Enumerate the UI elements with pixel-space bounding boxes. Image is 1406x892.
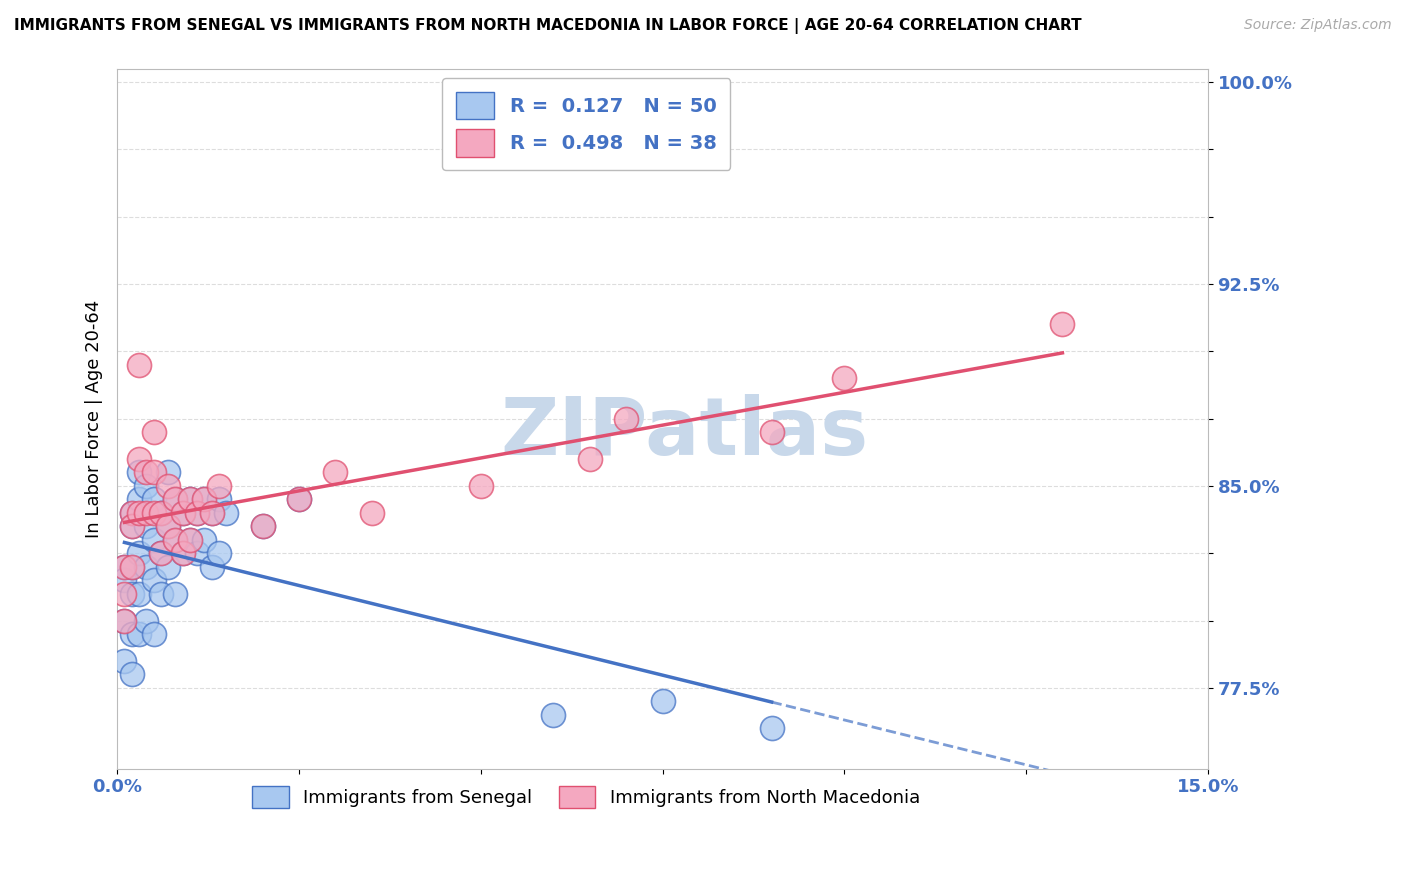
Point [165,586,187,600]
Point [135,479,157,493]
Point [142,573,165,587]
Point [252,519,274,533]
Point [470,479,492,493]
Point [186,546,208,560]
Point [142,466,165,480]
Point [288,492,311,507]
Point [149,506,172,520]
Point [157,559,180,574]
Point [323,466,346,480]
Point [157,519,180,533]
Point [149,506,172,520]
Point [121,627,143,641]
Point [165,533,187,547]
Point [208,479,231,493]
Point [142,533,165,547]
Point [121,586,143,600]
Point [128,452,150,467]
Point [252,519,274,533]
Point [543,707,565,722]
Point [121,506,143,520]
Y-axis label: In Labor Force | Age 20-64: In Labor Force | Age 20-64 [86,300,103,538]
Point [193,492,215,507]
Point [142,506,165,520]
Point [165,492,187,507]
Point [114,614,136,628]
Point [149,546,172,560]
Point [142,492,165,507]
Point [114,614,136,628]
Point [201,506,224,520]
Point [128,506,150,520]
Point [614,411,637,425]
Point [135,519,157,533]
Point [128,586,150,600]
Point [114,586,136,600]
Point [121,506,143,520]
Point [179,492,201,507]
Point [114,559,136,574]
Point [114,654,136,668]
Text: Source: ZipAtlas.com: Source: ZipAtlas.com [1244,18,1392,32]
Point [142,425,165,439]
Point [172,506,194,520]
Point [157,466,180,480]
Point [193,492,215,507]
Point [142,627,165,641]
Point [761,721,783,735]
Point [208,492,231,507]
Point [360,506,382,520]
Point [172,546,194,560]
Text: ZIPatlas: ZIPatlas [501,393,869,472]
Point [114,573,136,587]
Point [121,559,143,574]
Point [179,533,201,547]
Point [128,546,150,560]
Point [201,559,224,574]
Point [193,533,215,547]
Point [135,559,157,574]
Point [121,519,143,533]
Legend: Immigrants from Senegal, Immigrants from North Macedonia: Immigrants from Senegal, Immigrants from… [245,779,927,815]
Point [114,559,136,574]
Text: IMMIGRANTS FROM SENEGAL VS IMMIGRANTS FROM NORTH MACEDONIA IN LABOR FORCE | AGE : IMMIGRANTS FROM SENEGAL VS IMMIGRANTS FR… [14,18,1081,34]
Point [215,506,238,520]
Point [121,667,143,681]
Point [128,466,150,480]
Point [186,506,208,520]
Point [165,533,187,547]
Point [179,533,201,547]
Point [179,492,201,507]
Point [172,546,194,560]
Point [578,452,600,467]
Point [208,546,231,560]
Point [186,506,208,520]
Point [121,519,143,533]
Point [288,492,311,507]
Point [149,546,172,560]
Point [135,466,157,480]
Point [157,519,180,533]
Point [172,506,194,520]
Point [157,479,180,493]
Point [128,492,150,507]
Point [1052,318,1074,332]
Point [135,614,157,628]
Point [832,371,855,385]
Point [201,506,224,520]
Point [128,358,150,372]
Point [761,425,783,439]
Point [128,627,150,641]
Point [149,586,172,600]
Point [121,559,143,574]
Point [135,506,157,520]
Point [165,492,187,507]
Point [651,694,673,708]
